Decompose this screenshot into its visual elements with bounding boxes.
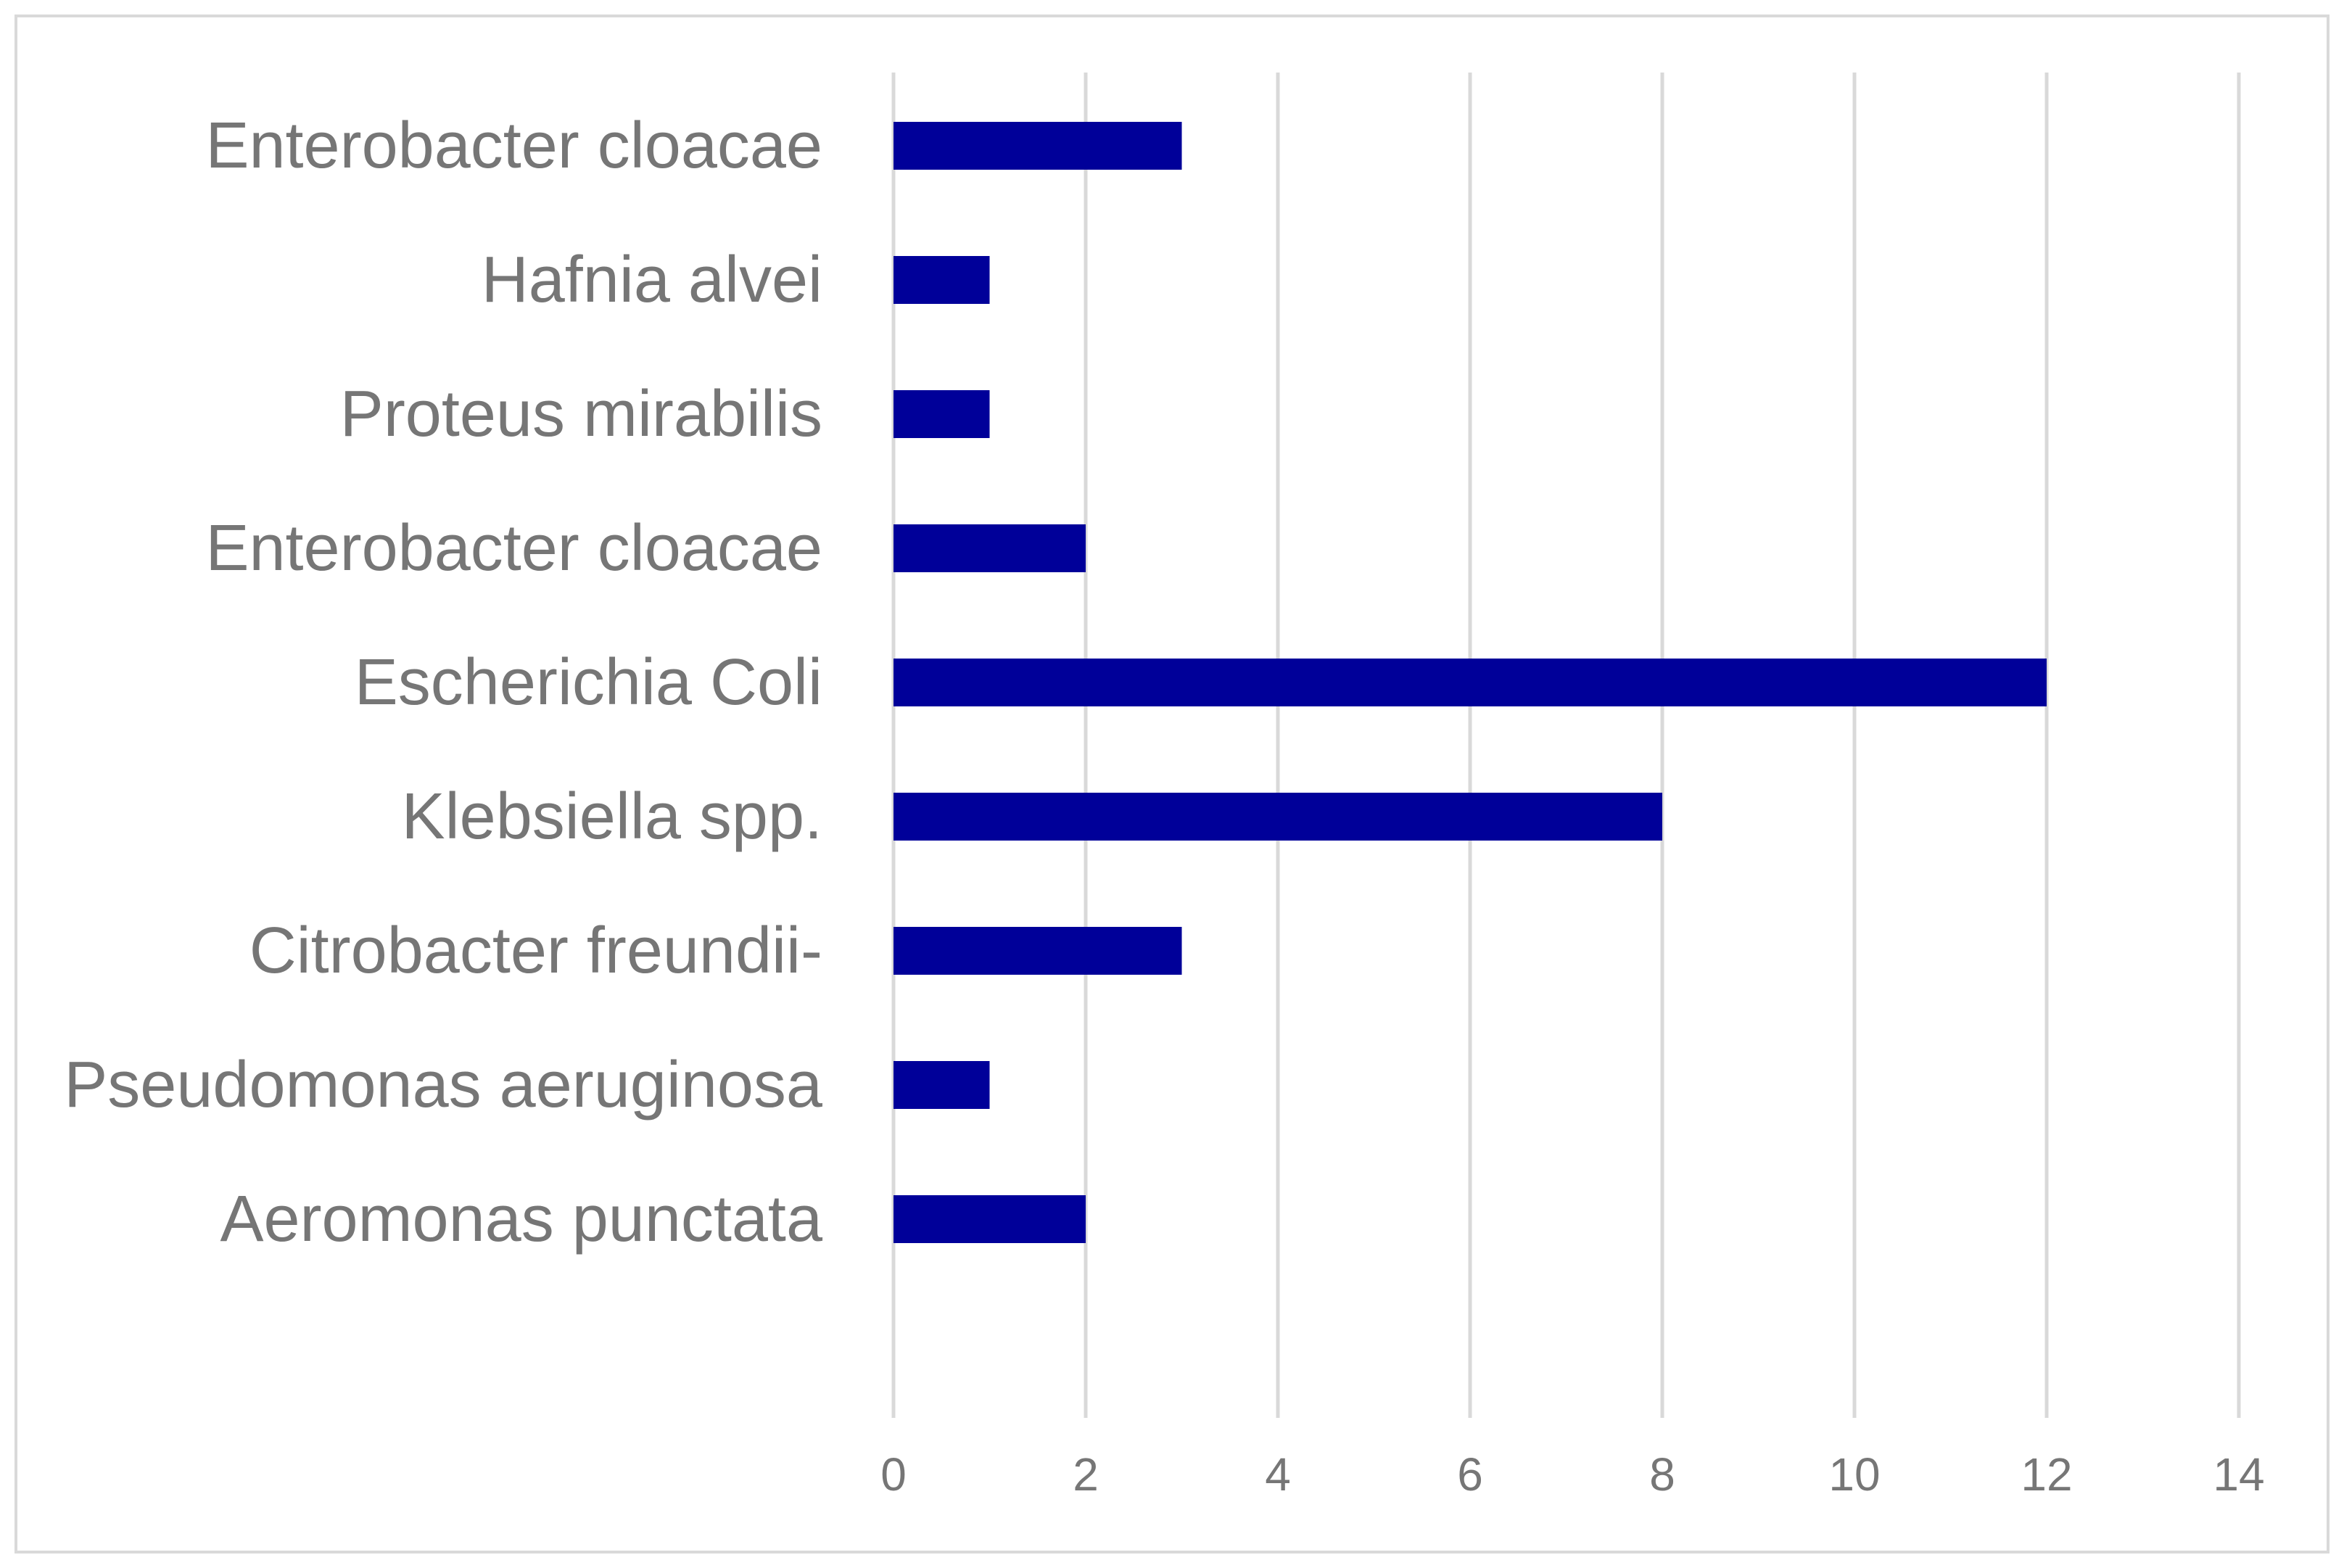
bar <box>894 1195 1086 1243</box>
chart-border <box>15 15 2329 1553</box>
x-tick-label: 12 <box>2021 1448 2072 1501</box>
bar <box>894 256 990 304</box>
x-tick-label: 4 <box>1265 1448 1291 1501</box>
category-label: Hafnia alvei <box>482 244 822 316</box>
category-label: Citrobacter freundii- <box>249 915 822 987</box>
bar <box>894 659 2047 706</box>
x-tick-label: 0 <box>880 1448 907 1501</box>
bar <box>894 1061 990 1109</box>
bars <box>894 122 2047 1243</box>
bar <box>894 122 1182 170</box>
bar <box>894 524 1086 572</box>
category-label: Escherichia Coli <box>355 646 822 719</box>
x-tick-label: 14 <box>2213 1448 2264 1501</box>
x-tick-label: 10 <box>1828 1448 1880 1501</box>
x-axis-tick-labels: 0 2 4 6 8 10 12 14 <box>880 1448 2264 1501</box>
bar <box>894 390 990 438</box>
category-label: Klebsiella spp. <box>402 780 822 853</box>
x-tick-label: 6 <box>1457 1448 1483 1501</box>
category-labels: Enterobacter cloacae Hafnia alvei Proteus … <box>64 110 823 1255</box>
x-tick-label: 8 <box>1649 1448 1675 1501</box>
category-label: Enterobacter cloacae <box>205 512 822 585</box>
bar <box>894 927 1182 975</box>
gridlines <box>891 73 2241 1418</box>
bar <box>894 793 1662 841</box>
x-tick-label: 2 <box>1073 1448 1099 1501</box>
category-label: Pseudomonas aeruginosa <box>64 1049 823 1121</box>
category-label: Enterobacter cloacae <box>205 110 822 182</box>
category-label: Proteus mirabilis <box>340 378 822 450</box>
category-label: Aeromonas punctata <box>220 1183 822 1255</box>
